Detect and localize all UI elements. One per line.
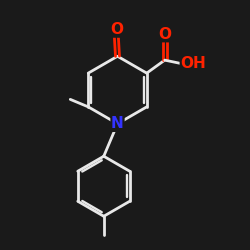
Text: O: O xyxy=(158,26,171,42)
Text: N: N xyxy=(111,116,124,131)
Text: OH: OH xyxy=(180,56,206,72)
Text: O: O xyxy=(110,22,123,37)
